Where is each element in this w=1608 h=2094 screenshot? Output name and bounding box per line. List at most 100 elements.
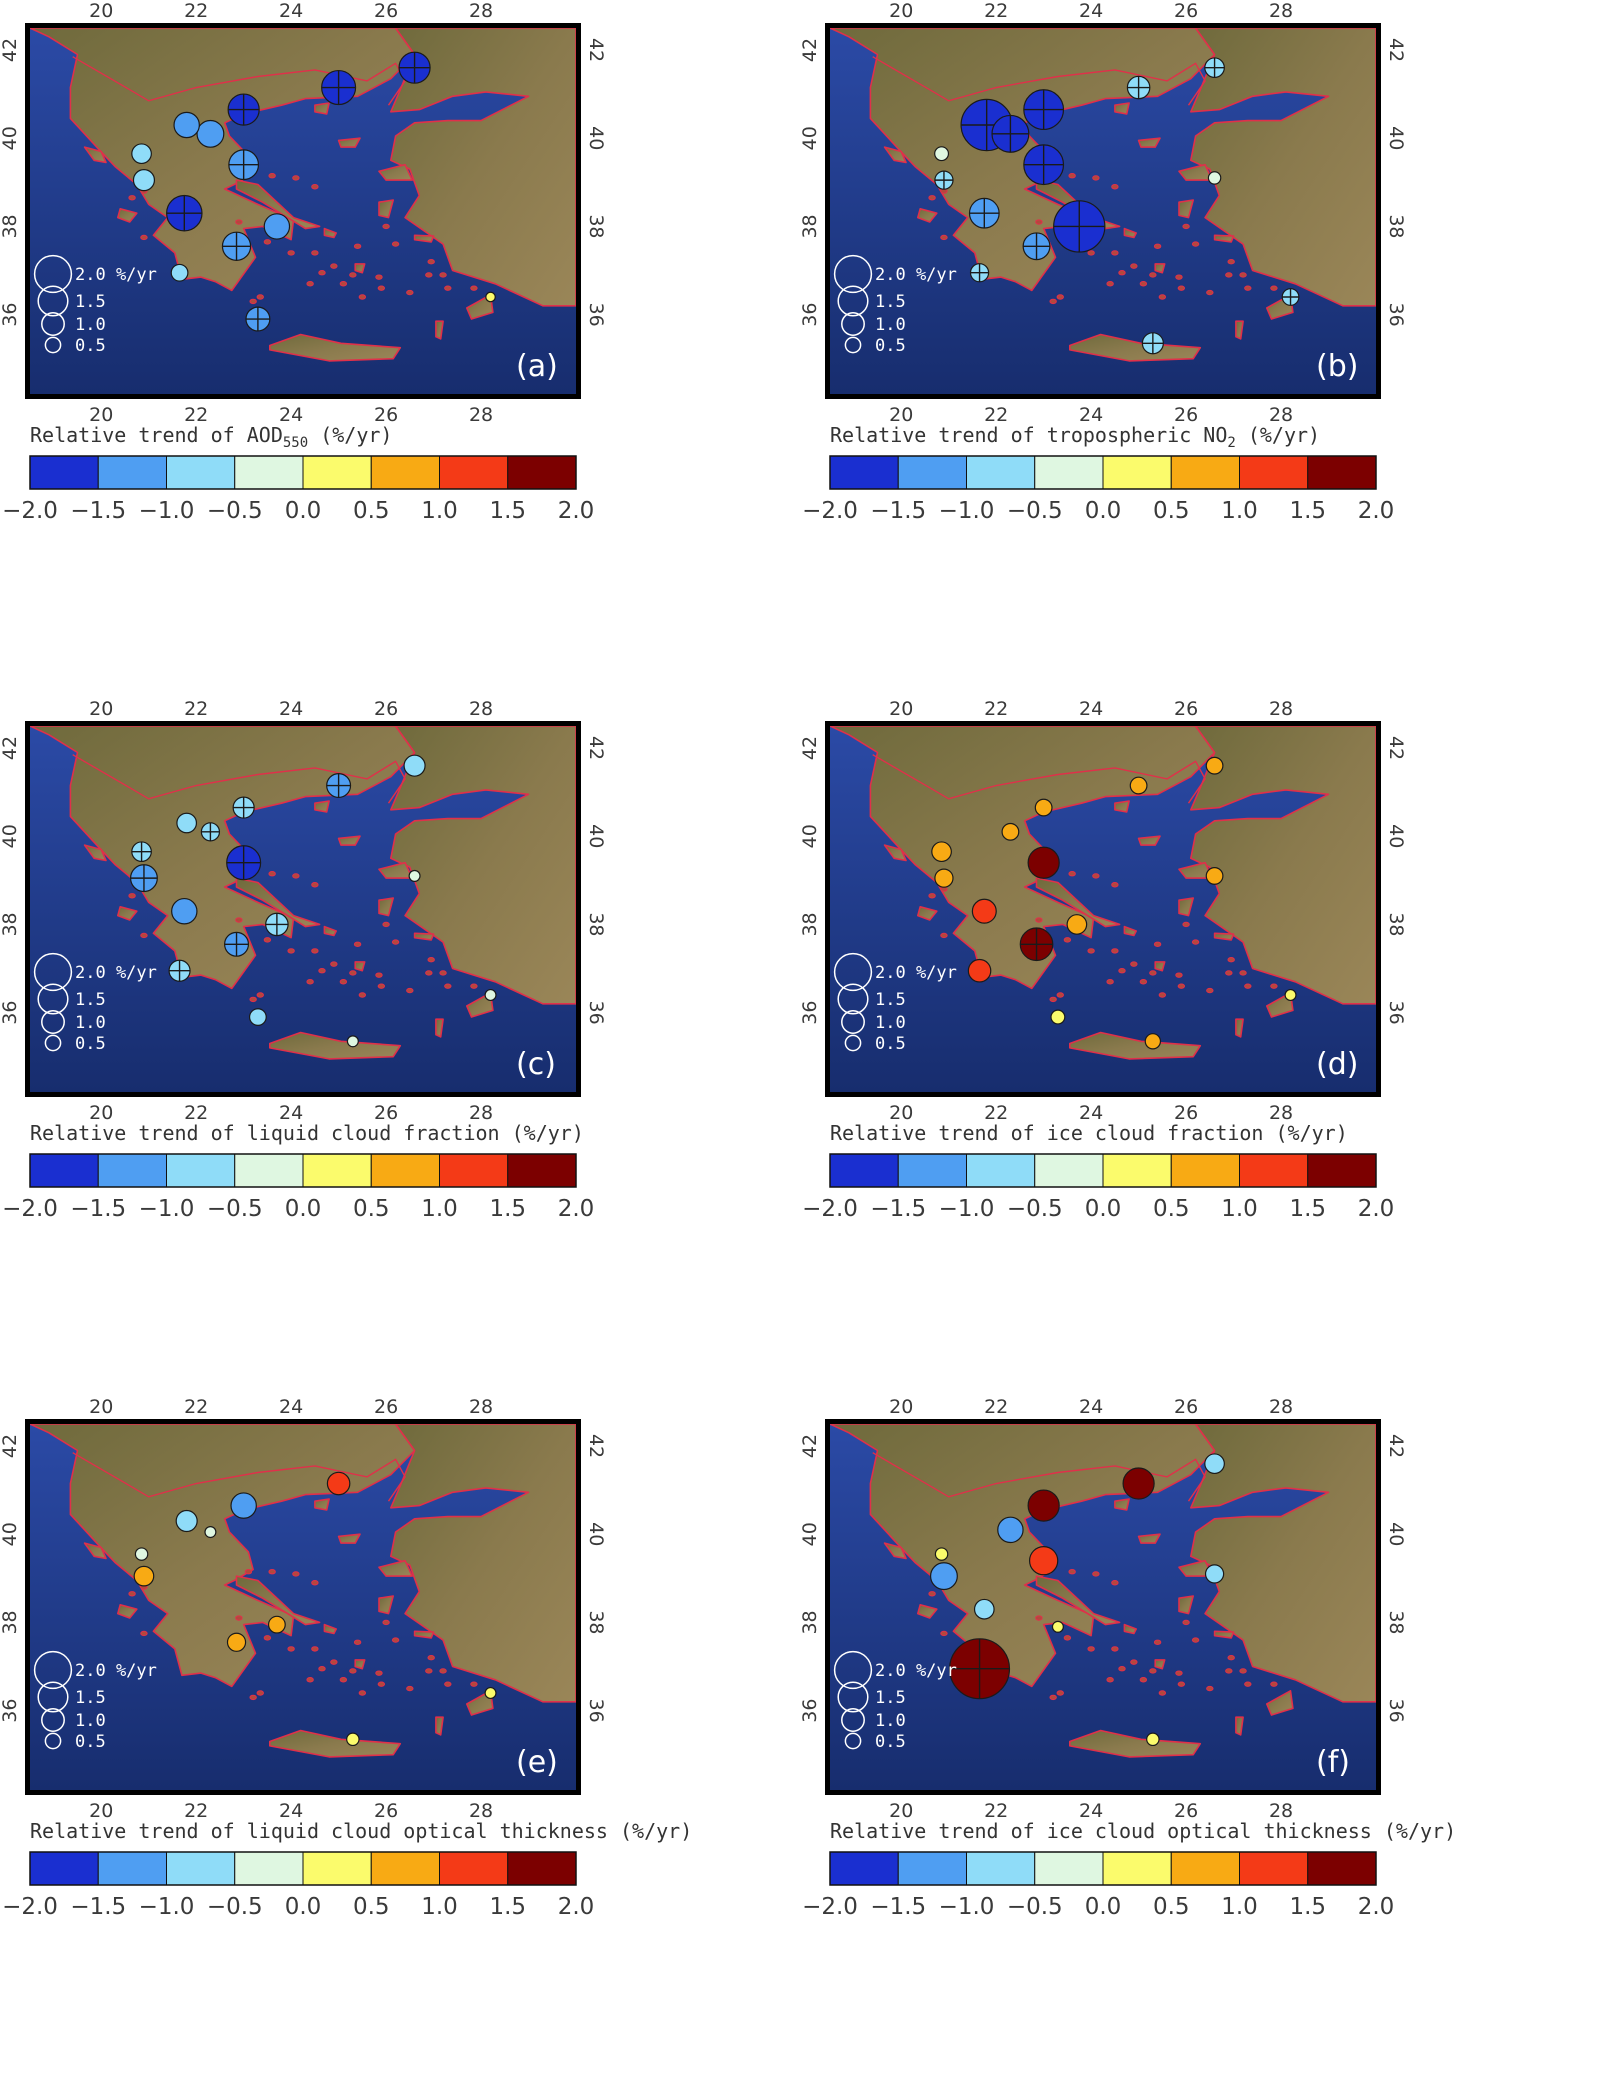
islet bbox=[349, 272, 357, 278]
colorbar-bin bbox=[234, 1851, 304, 1886]
site-marker bbox=[245, 306, 271, 332]
site-marker bbox=[1122, 1467, 1155, 1500]
site-circle bbox=[934, 1547, 949, 1561]
site-marker bbox=[1050, 1009, 1066, 1025]
land-andros bbox=[323, 925, 338, 937]
islet bbox=[353, 941, 362, 947]
land-naxos bbox=[1154, 263, 1166, 274]
site-circle bbox=[173, 111, 200, 139]
legend-circle bbox=[37, 1681, 69, 1713]
land-kefalonia bbox=[117, 1604, 138, 1619]
legend-circle bbox=[837, 285, 869, 317]
colorbar-tick: 2.0 bbox=[558, 1894, 595, 1920]
legend-circle bbox=[37, 285, 69, 317]
islet bbox=[425, 272, 433, 278]
site-marker bbox=[1066, 914, 1088, 935]
islet bbox=[1106, 1677, 1114, 1683]
site-marker bbox=[1023, 144, 1065, 186]
colorbar-bin bbox=[507, 1153, 577, 1188]
islet bbox=[1175, 972, 1183, 978]
colorbar-outline bbox=[829, 455, 1377, 490]
lon-tick-top: 22 bbox=[184, 0, 208, 22]
land-samos bbox=[413, 932, 435, 941]
colorbar-bin bbox=[439, 455, 509, 490]
colorbar-bin bbox=[1170, 1153, 1240, 1188]
lon-tick-top: 26 bbox=[374, 0, 398, 22]
land-evia bbox=[1035, 1575, 1121, 1626]
legend-label: 1.0 bbox=[875, 1013, 906, 1033]
legend-label: 1.0 bbox=[875, 1711, 906, 1731]
site-markers bbox=[929, 1453, 1225, 1747]
colorbar-bin bbox=[29, 455, 99, 490]
islet bbox=[1225, 272, 1233, 278]
site-marker bbox=[129, 864, 158, 893]
islet bbox=[128, 195, 136, 201]
colorbar-tick: −1.0 bbox=[139, 1894, 195, 1920]
islet bbox=[311, 882, 319, 888]
site-markers bbox=[934, 57, 1300, 355]
site-marker bbox=[230, 1492, 257, 1519]
site-marker bbox=[1146, 1732, 1160, 1747]
colorbar-tick: 1.5 bbox=[489, 1894, 526, 1920]
site-marker bbox=[346, 1732, 360, 1747]
islet bbox=[1106, 281, 1114, 287]
islet bbox=[1206, 1685, 1214, 1692]
islet bbox=[391, 1637, 400, 1643]
islet bbox=[1092, 175, 1100, 181]
site-marker bbox=[1281, 288, 1300, 306]
site-marker bbox=[967, 958, 992, 983]
land-evia bbox=[235, 179, 321, 230]
site-marker bbox=[398, 51, 431, 84]
legend-circle bbox=[837, 1681, 869, 1713]
lon-tick-bottom: 20 bbox=[89, 1800, 113, 1822]
land-andros bbox=[1123, 227, 1138, 239]
islet bbox=[1149, 970, 1157, 976]
islet bbox=[427, 259, 435, 265]
site-marker bbox=[166, 194, 203, 232]
islet bbox=[349, 1668, 357, 1674]
lon-tick-bottom: 28 bbox=[1269, 1102, 1293, 1124]
land-anatolia bbox=[1189, 28, 1376, 307]
size-legend: 2.0 %/yr 1.5 1.00.5 bbox=[833, 254, 957, 356]
islet bbox=[349, 970, 357, 976]
site-circle bbox=[484, 1686, 497, 1700]
colorbar-bin bbox=[370, 455, 440, 490]
land-thasos bbox=[314, 1498, 330, 1511]
colorbar-tick: −1.0 bbox=[139, 1196, 195, 1222]
colorbar-bin bbox=[29, 1153, 99, 1188]
colorbar: −2.0 −1.5 −1.0 −0.5 0.0 0.5 1.0 1.5 2.0 bbox=[2, 1851, 595, 1920]
lat-tick-right: 38 bbox=[585, 1610, 607, 1634]
site-marker bbox=[403, 754, 426, 777]
site-marker bbox=[132, 169, 156, 192]
land-lemnos bbox=[1137, 137, 1161, 148]
site-circle bbox=[346, 1035, 359, 1048]
map-svg: 20 20 22 22 24 24 26 26 28 28 36 36 38 38 40 40 42 42 2.0 … bbox=[0, 0, 607, 524]
islet bbox=[268, 173, 276, 179]
panel-caption: Relative trend of ice cloud optical thic… bbox=[830, 1819, 1456, 1843]
islet bbox=[318, 968, 326, 974]
lon-tick-top: 22 bbox=[184, 1396, 208, 1418]
islet bbox=[235, 917, 243, 923]
lon-tick-bottom: 24 bbox=[1079, 404, 1103, 426]
islet bbox=[235, 1615, 243, 1621]
site-circle bbox=[1051, 1620, 1064, 1633]
islet bbox=[1177, 983, 1186, 989]
islet bbox=[263, 239, 272, 245]
islet bbox=[439, 1668, 447, 1674]
colorbar-bin bbox=[234, 1153, 304, 1188]
colorbar-tick: −2.0 bbox=[802, 1894, 858, 1920]
site-circle bbox=[226, 1632, 247, 1652]
legend-circle bbox=[41, 1010, 65, 1034]
site-marker bbox=[931, 841, 952, 863]
site-marker bbox=[168, 959, 191, 982]
colorbar-bin bbox=[829, 1851, 899, 1886]
colorbar-tick: 1.0 bbox=[421, 1196, 458, 1222]
legend-circle bbox=[41, 1708, 65, 1732]
site-marker bbox=[969, 263, 990, 283]
land-anatolia bbox=[1189, 726, 1376, 1005]
lon-tick-bottom: 28 bbox=[1269, 1800, 1293, 1822]
site-circle bbox=[196, 119, 225, 148]
land-naxos bbox=[354, 263, 366, 274]
colorbar-bin bbox=[1102, 1153, 1172, 1188]
islet bbox=[311, 184, 319, 190]
